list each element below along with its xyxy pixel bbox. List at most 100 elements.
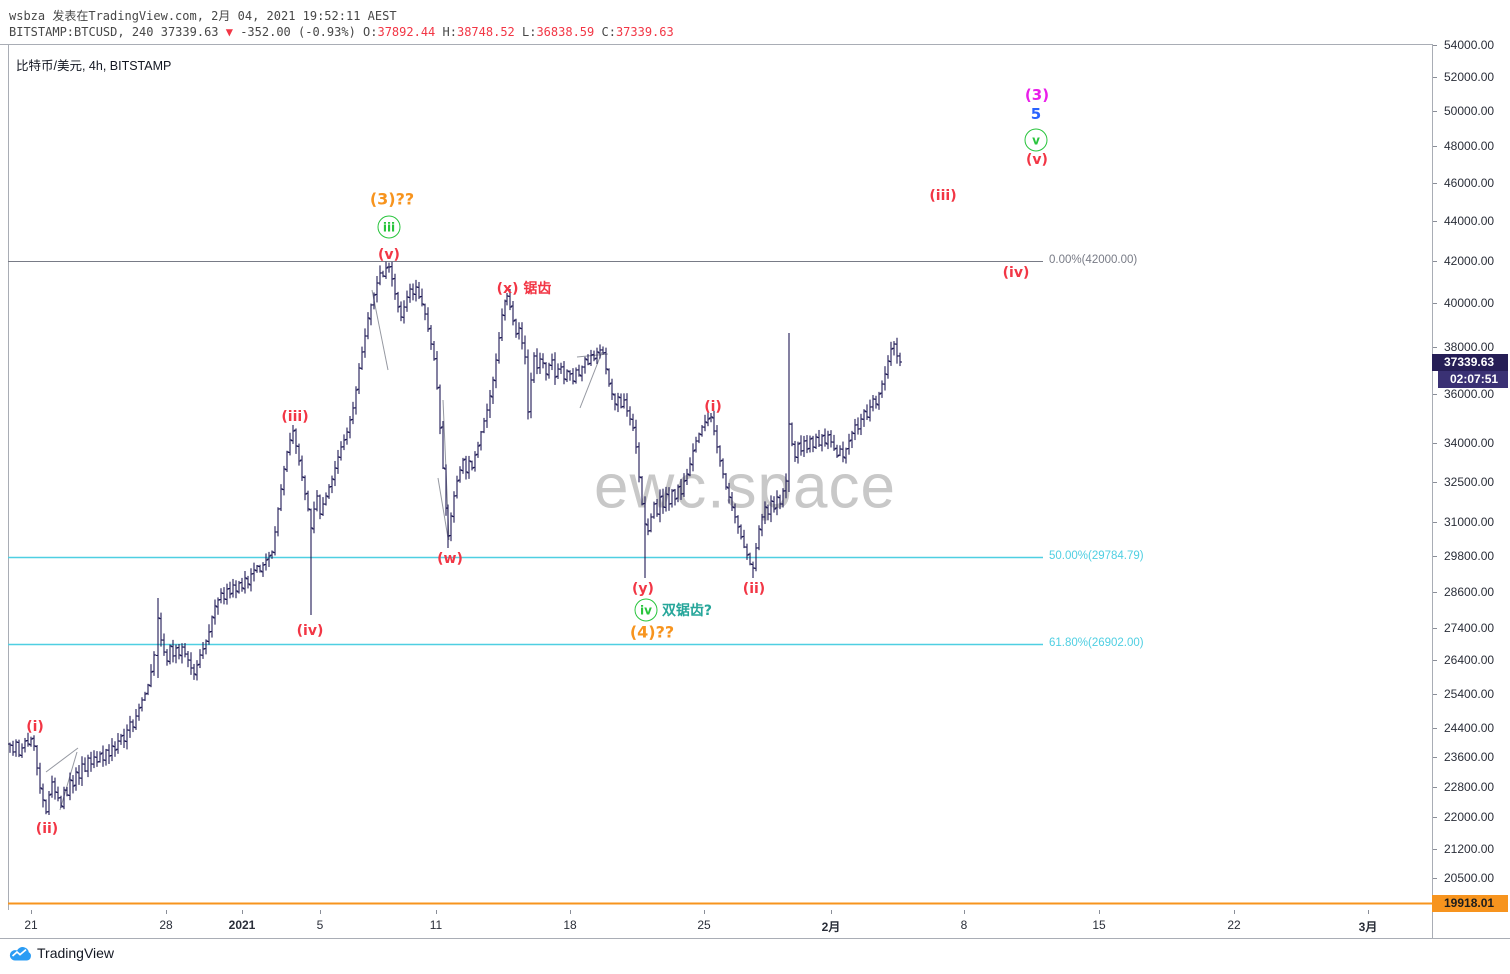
wave-label: (i) — [704, 399, 722, 415]
price-axis-label: 40000.00 — [1444, 295, 1495, 310]
quote-value: 37892.44 — [377, 25, 436, 39]
tradingview-logo[interactable]: TradingView — [8, 945, 114, 961]
pane-left-border — [8, 44, 9, 939]
price-axis-label: 46000.00 — [1444, 175, 1495, 190]
price-axis-tick — [1432, 817, 1437, 819]
wave-label: (v) — [378, 247, 400, 263]
price-axis-tick — [1432, 522, 1437, 524]
price-axis-label: 22800.00 — [1444, 779, 1495, 794]
time-axis-label: 28 — [159, 918, 173, 932]
quote-line: BITSTAMP:BTCUSD, 240 37339.63 ▼ -352.00 … — [9, 25, 674, 39]
price-axis-tick — [1432, 786, 1437, 788]
price-axis[interactable]: 54000.00 52000.00 50000.00 48000.00 46000.00… — [1432, 38, 1510, 938]
price-axis-label: 48000.00 — [1444, 138, 1495, 153]
time-axis-label: 22 — [1227, 918, 1241, 932]
fib-label: 0.00%(42000.00) — [1049, 253, 1138, 266]
price-axis-label: 32500.00 — [1444, 474, 1495, 489]
price-axis-label: 20500.00 — [1444, 871, 1495, 886]
price-axis-tick — [1432, 728, 1437, 730]
wave-label-circled: iv — [634, 598, 658, 622]
ohlc-bars — [8, 261, 902, 815]
trendline — [442, 399, 450, 541]
time-axis-tick — [1099, 910, 1100, 914]
time-axis-label: 5 — [316, 918, 324, 932]
time-axis-label: 21 — [24, 918, 38, 932]
price-axis-tick — [1432, 302, 1437, 304]
wave-label: (iii) — [281, 409, 309, 425]
price-axis-tick — [1432, 44, 1437, 46]
axis-separator — [1432, 44, 1433, 939]
price-axis-label: 26400.00 — [1444, 653, 1495, 668]
price-axis-label: 34000.00 — [1444, 435, 1495, 450]
watermark: ewc.space — [594, 452, 896, 522]
wave-label: (i) — [26, 719, 44, 735]
trendline — [437, 477, 449, 539]
price-axis-label: 42000.00 — [1444, 253, 1495, 268]
price-axis-label: 29800.00 — [1444, 549, 1495, 564]
price-axis-tick — [1432, 260, 1437, 262]
time-axis-label: 15 — [1092, 918, 1106, 932]
time-axis-tick — [31, 910, 32, 914]
price-axis-label: 22000.00 — [1444, 810, 1495, 825]
quote-text: L: — [514, 25, 537, 39]
price-axis-tick — [1432, 878, 1437, 880]
price-axis-tick — [1432, 591, 1437, 593]
price-axis-tick — [1432, 346, 1437, 348]
price-axis-tick — [1432, 145, 1437, 147]
time-axis-tick — [1368, 910, 1369, 914]
wave-label: 双锯齿? — [661, 603, 713, 619]
quote-text: H: — [435, 25, 457, 39]
wave-label: (y) — [632, 581, 654, 597]
price-axis-label: 31000.00 — [1444, 515, 1495, 530]
time-axis-label: 2月 — [821, 920, 841, 934]
axis-bottom-border — [0, 938, 1510, 939]
price-axis-tick — [1432, 693, 1437, 695]
quote-value: 37339.63 — [615, 25, 674, 39]
wave-label: (ii) — [742, 581, 766, 597]
pane-top-border — [0, 44, 1510, 45]
price-axis-label: 36000.00 — [1444, 386, 1495, 401]
wave-label: (v) — [1026, 152, 1048, 168]
time-axis-tick — [964, 910, 965, 914]
time-axis-tick — [570, 910, 571, 914]
price-axis-tick — [1432, 182, 1437, 184]
time-axis-tick — [831, 910, 832, 914]
wave-label: (x) 锯齿 — [496, 281, 552, 297]
time-axis[interactable]: 21 28 2021 5 11 18 25 2月 8 15 22 3月 — [0, 910, 1510, 938]
wave-label-circled: iii — [377, 215, 401, 239]
time-axis-label: 25 — [697, 918, 711, 932]
price-axis-label: 24400.00 — [1444, 721, 1495, 736]
tradingview-cloud-icon — [9, 947, 31, 961]
time-axis-label: 2021 — [228, 918, 256, 932]
wave-label: (w) — [437, 551, 463, 567]
price-axis-tick — [1432, 556, 1437, 558]
chart-title: 比特币/美元, 4h, BITSTAMP — [16, 59, 172, 73]
byline: wsbza 发表在TradingView.com, 2月 04, 2021 19… — [9, 9, 397, 23]
price-axis-label: 44000.00 — [1444, 213, 1495, 228]
price-axis-tick — [1432, 110, 1437, 112]
time-axis-tick — [242, 910, 243, 914]
wave-label: (iii) — [929, 188, 957, 204]
price-axis-label: 25400.00 — [1444, 686, 1495, 701]
trendline — [579, 351, 603, 409]
bar-countdown-badge: 02:07:51 — [1438, 370, 1508, 388]
time-axis-label: 11 — [429, 918, 443, 932]
wave-label: (iv) — [1002, 265, 1030, 281]
trendline — [576, 353, 609, 358]
price-axis-label: 21200.00 — [1444, 842, 1495, 857]
last-price-badge: 37339.63 — [1432, 353, 1508, 371]
price-axis-tick — [1432, 393, 1437, 395]
horizontal-level-badge: 19918.01 — [1432, 894, 1508, 912]
wave-label: (ii) — [35, 821, 59, 837]
time-axis-label: 18 — [563, 918, 577, 932]
time-axis-tick — [704, 910, 705, 914]
wave-label: (3)?? — [369, 189, 415, 209]
wave-label: (3) — [1024, 86, 1050, 104]
time-axis-tick — [166, 910, 167, 914]
price-axis-label: 38000.00 — [1444, 339, 1495, 354]
quote-value: 38748.52 — [456, 25, 515, 39]
quote-text: C: — [594, 25, 616, 39]
time-axis-tick — [320, 910, 321, 914]
trendline — [371, 289, 389, 371]
